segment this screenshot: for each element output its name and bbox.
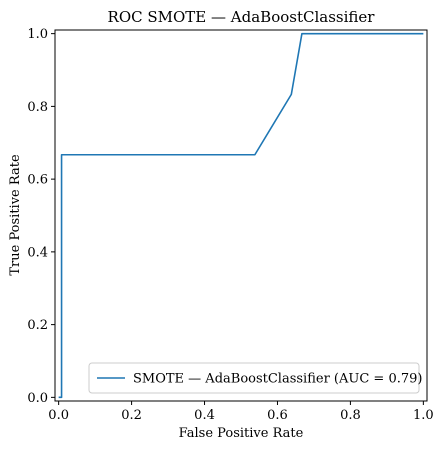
y-axis: 0.0 0.2 0.4 0.6 0.8 1.0 <box>27 27 55 406</box>
x-axis: 0.0 0.2 0.4 0.6 0.8 1.0 <box>48 401 434 423</box>
y-tick-label: 0.8 <box>27 100 48 115</box>
x-tick-label: 0.6 <box>267 408 288 423</box>
x-tick-label: 0.0 <box>48 408 69 423</box>
y-tick-label: 0.4 <box>27 245 48 260</box>
y-tick-label: 0.0 <box>27 391 48 406</box>
y-tick-label: 0.6 <box>27 173 48 188</box>
y-tick-label: 1.0 <box>27 27 48 42</box>
x-tick-label: 0.2 <box>121 408 142 423</box>
x-tick-label: 0.4 <box>194 408 215 423</box>
legend-box <box>88 362 420 394</box>
axes-frame <box>54 29 428 402</box>
y-axis-label: True Positive Rate <box>8 154 23 276</box>
roc-curve-line <box>58 32 424 399</box>
x-tick-label: 0.8 <box>340 408 361 423</box>
chart-title: ROC SMOTE — AdaBoostClassifier <box>108 8 376 26</box>
x-tick-label: 1.0 <box>413 408 434 423</box>
legend: SMOTE — AdaBoostClassifier (AUC = 0.79) <box>88 362 422 394</box>
x-axis-label: False Positive Rate <box>179 426 304 441</box>
legend-label: SMOTE — AdaBoostClassifier (AUC = 0.79) <box>133 372 422 387</box>
y-tick-label: 0.2 <box>27 318 48 333</box>
plot-area <box>54 29 428 402</box>
